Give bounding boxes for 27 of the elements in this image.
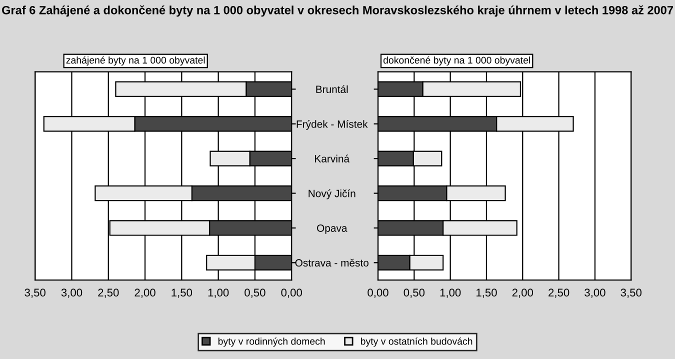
chart-subtitle: zahájené byty na 1 000 obyvatel [66, 56, 205, 66]
y-tick-label: Nový Jičín [308, 189, 356, 200]
x-tick-label: 2,50 [98, 288, 119, 298]
x-tick-label: 2,50 [548, 288, 570, 298]
legend-label: byty v rodinných domech [218, 337, 325, 347]
x-tick-label: 0,00 [281, 288, 302, 298]
x-tick-label: 0,00 [368, 288, 388, 298]
text: Graf 6 Zahájené a dokončené byty na 1 000 obyvatel v okresech Moravskoslezského kraje úhrnem v letech 1998 až 2007 [2, 5, 673, 17]
x-tick-label: 1,00 [208, 288, 229, 298]
y-tick-label: Ostrava - město [295, 258, 368, 267]
x-tick-label: 2,00 [134, 288, 156, 298]
x-tick-label: 0,50 [244, 288, 266, 298]
y-tick-label: Bruntál [316, 85, 348, 94]
x-tick-label: 3,00 [584, 288, 606, 298]
x-tick-label: 0,50 [404, 288, 425, 298]
x-tick-label: 1,50 [172, 288, 192, 298]
x-tick-label: 1,00 [440, 288, 461, 298]
y-tick-label: Frýdek - Místek [296, 120, 368, 130]
x-tick-label: 1,50 [476, 288, 497, 298]
x-tick-label: 3,50 [24, 288, 46, 298]
x-tick-label: 3,00 [61, 288, 82, 298]
chart-subtitle: dokončené byty na 1 000 obyvatel [383, 56, 530, 66]
x-tick-label: 2,00 [512, 288, 534, 298]
legend-label: byty v ostatních budovách [360, 337, 472, 347]
x-tick-label: 3,50 [620, 288, 642, 298]
y-tick-label: Karviná [315, 154, 350, 162]
y-tick-label: Opava [317, 224, 348, 234]
